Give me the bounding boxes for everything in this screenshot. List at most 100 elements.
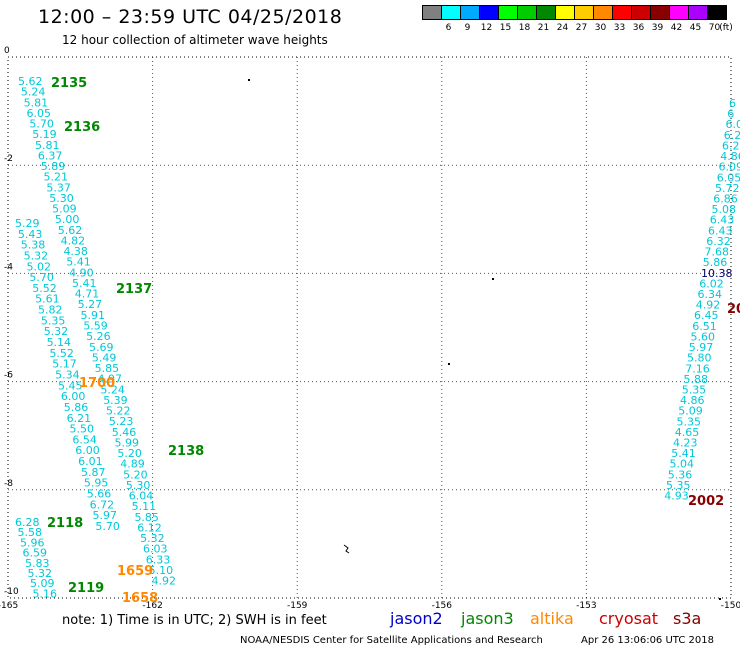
wave-height-label: 6.00: [61, 390, 86, 403]
mission-altika: altika: [530, 609, 574, 628]
wave-height-label: 5.91: [80, 309, 105, 322]
wave-height-label: 6.43: [710, 214, 735, 227]
lon-tick-label: -165: [0, 601, 18, 610]
lat-tick-label: 0: [4, 46, 10, 56]
wave-height-label: 6.05: [717, 171, 740, 184]
wave-height-label: 6.32: [706, 235, 731, 248]
wave-height-label: 5.10: [149, 564, 174, 577]
wave-height-label: 5.41: [671, 447, 696, 460]
wave-height-label: 5.09: [30, 577, 55, 590]
scale-tick-label: 30: [594, 23, 607, 33]
wave-height-label: 5.30: [126, 479, 151, 492]
lon-tick-label: -150: [721, 601, 740, 610]
wave-height-label: 5.26: [86, 330, 111, 343]
wave-height-label: 5.35: [677, 415, 702, 428]
scale-tick-label: 39: [651, 23, 664, 33]
wave-height-label: 6.37: [38, 149, 63, 162]
scale-unit: (ft): [719, 23, 733, 33]
wave-height-label: 6.72: [90, 498, 115, 511]
wave-height-label: 5.85: [134, 511, 159, 524]
pass-number-label: 2137: [116, 282, 152, 297]
wave-height-label: 5.32: [140, 532, 165, 545]
wave-height-label: 4.97: [98, 373, 123, 386]
wave-height-label: 5.85: [95, 362, 120, 375]
scale-tick-label: 33: [613, 23, 626, 33]
island-marks: [248, 79, 721, 600]
wave-height-label: 5.70: [29, 271, 53, 284]
map-axes: -165 -162 -159 -156 -153 -150 0 -2 -4 -6 -8 -10: [0, 46, 740, 610]
wave-height-label: 5.60: [691, 330, 716, 343]
wave-height-label: 5.83: [25, 557, 50, 570]
pass-labels: 2135 2136 2137 2138 2118 2119 1700 1659 1658 2002…: [47, 76, 740, 606]
wave-height-label: 5.27: [78, 298, 103, 311]
wave-height-label: 5.32: [44, 325, 68, 338]
pass-number-label: 1658: [122, 591, 158, 606]
wave-height-label: 5.89: [41, 160, 66, 173]
scale-tick-label: 36: [632, 23, 645, 33]
wave-height-label: 6.51: [692, 320, 717, 333]
wave-height-label: 6.20: [722, 139, 740, 152]
mission-jason2: jason2: [390, 609, 443, 628]
wave-height-label: 6.34: [698, 288, 723, 301]
wave-height-label: 4.90: [69, 266, 94, 279]
pass-number-label: 2119: [68, 581, 104, 596]
wave-height-label: 5.41: [66, 256, 91, 269]
wave-height-label: 5.23: [109, 415, 134, 428]
wave-height-label: 5.11: [132, 500, 157, 513]
mission-cryosat: cryosat: [599, 609, 659, 628]
wave-height-label: 6.02: [699, 277, 724, 290]
wave-height-label: 5.39: [103, 394, 128, 407]
wave-height-label: 5.19: [32, 128, 57, 141]
scale-tick-label: 21: [537, 23, 550, 33]
scale-tick-label: 42: [670, 23, 683, 33]
wave-height-label: 5.58: [18, 526, 43, 539]
wave-height-label: 6: [727, 108, 734, 121]
wave-height-label: 4.23: [673, 437, 698, 450]
island-mark: [248, 79, 250, 81]
scale-tick-label: 18: [518, 23, 531, 33]
scale-tick-label: 6: [445, 23, 452, 33]
wave-height-label: 5.62: [58, 224, 82, 237]
wave-height-label: 6.05: [27, 107, 52, 120]
wave-height-label: 5.46: [112, 426, 137, 439]
scale-tick-label: 70: [708, 23, 721, 33]
wave-height-label: 5.24: [21, 86, 46, 99]
wave-height-label: 5.86: [703, 256, 728, 269]
wave-height-label: 5.97: [689, 341, 714, 354]
wave-height-label: 5.86: [64, 401, 89, 414]
wave-height-label: 5.35: [666, 479, 691, 492]
wave-height-label: 5.09: [678, 405, 703, 418]
wave-height-label: 5.09: [52, 203, 77, 216]
wave-height-label: 4.38: [63, 245, 88, 258]
wave-height-label: 5.30: [49, 192, 74, 205]
wave-height-label: 5.49: [92, 351, 117, 364]
wave-height-label: 5.43: [18, 228, 43, 241]
wave-height-label: 5.52: [49, 347, 74, 360]
wave-height-label: 5.45: [58, 379, 83, 392]
wave-height-map: -165 -162 -159 -156 -153 -150 0 -2 -4 -6 -8 -10 5.6…: [0, 46, 740, 610]
wave-height-label: 5.36: [668, 468, 693, 481]
wave-height-label: 5.20: [117, 447, 141, 460]
wave-height-label: 5.17: [52, 358, 76, 371]
island-mark: [719, 598, 721, 600]
lat-tick-label: -6: [4, 371, 13, 381]
pass-number-label: 2135: [51, 76, 87, 91]
wave-height-label: 5.24: [100, 383, 125, 396]
lon-tick-label: -159: [287, 601, 308, 610]
wave-height-label: 7.16: [685, 362, 710, 375]
scale-tick-label: 9: [464, 23, 471, 33]
wave-height-label: 5.41: [72, 277, 97, 290]
wave-height-label: 4.65: [675, 426, 700, 439]
wave-height-label: 6.0: [726, 118, 740, 131]
pass-number-label: 2136: [64, 120, 100, 135]
wave-height-label: 4.71: [75, 288, 100, 301]
pass-number-label: 2118: [47, 516, 83, 531]
wave-height-label: 5.34: [55, 368, 80, 381]
map-grid: [7, 56, 732, 599]
wave-height-label: 5.35: [682, 383, 707, 396]
wave-height-label: 6: [729, 97, 736, 110]
wave-height-label: 5.20: [123, 468, 148, 481]
wave-height-label: 5.32: [28, 567, 53, 580]
wave-height-label: 5.08: [712, 203, 737, 216]
wave-height-label: 4.86: [720, 150, 740, 163]
